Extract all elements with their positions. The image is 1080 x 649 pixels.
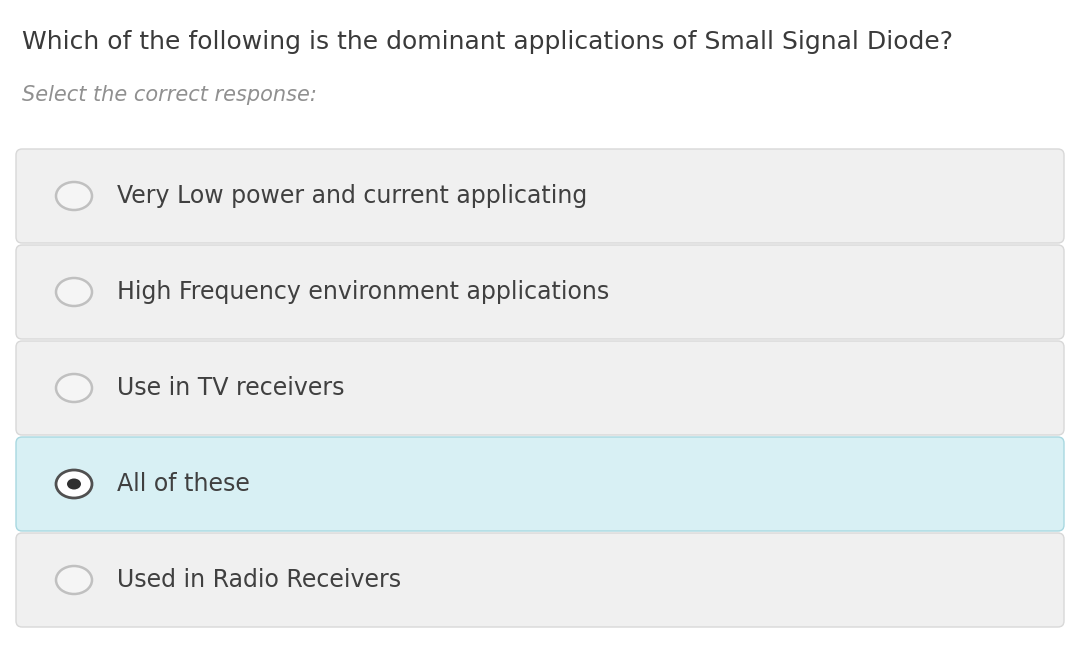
FancyBboxPatch shape xyxy=(16,245,1064,339)
FancyBboxPatch shape xyxy=(16,149,1064,243)
FancyBboxPatch shape xyxy=(16,533,1064,627)
Text: Very Low power and current applicating: Very Low power and current applicating xyxy=(117,184,588,208)
Ellipse shape xyxy=(56,182,92,210)
FancyBboxPatch shape xyxy=(16,341,1064,435)
Ellipse shape xyxy=(56,278,92,306)
Text: Used in Radio Receivers: Used in Radio Receivers xyxy=(117,568,401,592)
Ellipse shape xyxy=(67,478,81,489)
Text: Select the correct response:: Select the correct response: xyxy=(22,85,316,105)
Ellipse shape xyxy=(56,470,92,498)
Text: Which of the following is the dominant applications of Small Signal Diode?: Which of the following is the dominant a… xyxy=(22,30,953,54)
Ellipse shape xyxy=(56,566,92,594)
Text: All of these: All of these xyxy=(117,472,249,496)
FancyBboxPatch shape xyxy=(16,437,1064,531)
Text: High Frequency environment applications: High Frequency environment applications xyxy=(117,280,609,304)
Ellipse shape xyxy=(56,374,92,402)
Text: Use in TV receivers: Use in TV receivers xyxy=(117,376,345,400)
